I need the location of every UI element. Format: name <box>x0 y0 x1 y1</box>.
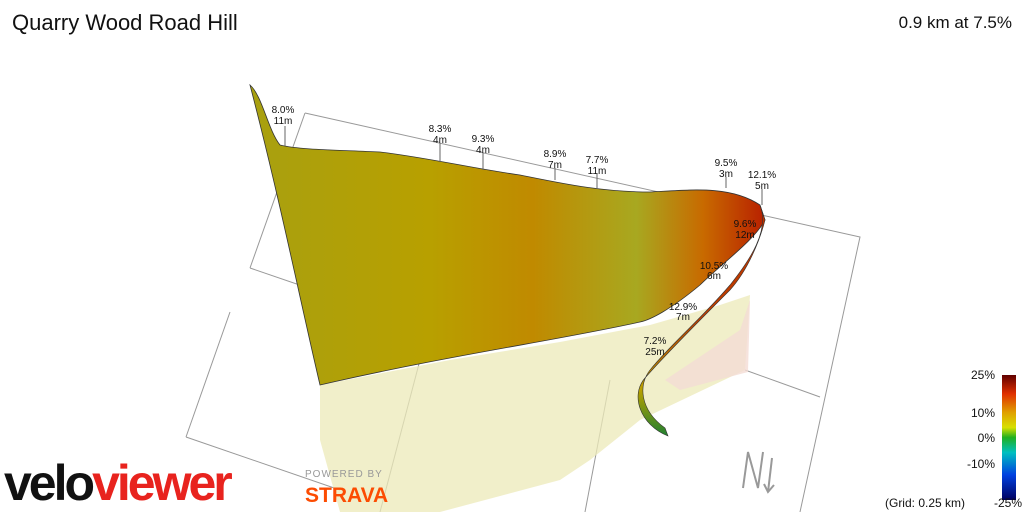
annotations <box>284 126 763 205</box>
annotation-grade: 12.9% <box>669 302 697 313</box>
annotation-grade: 8.0% <box>272 105 295 116</box>
annotation-length: 6m <box>707 271 721 282</box>
annotation-grade: 12.1% <box>748 170 776 181</box>
wall-shadow <box>320 295 750 512</box>
annotation-length: 3m <box>719 169 733 180</box>
logo: veloviewer <box>4 455 232 511</box>
annotation-length: 7m <box>676 312 690 323</box>
annotation-length: 11m <box>588 166 607 177</box>
annotation-length: 4m <box>433 135 447 146</box>
spiral-shadow <box>665 300 750 390</box>
annotation-grade: 8.3% <box>429 124 452 135</box>
annotation-length: 7m <box>548 160 562 171</box>
powered-by: POWERED BY <box>305 469 383 480</box>
grade-scale <box>1002 375 1016 500</box>
elevation-spiral <box>637 204 766 437</box>
title: Quarry Wood Road Hill <box>12 10 238 35</box>
annotation-grade: 10.5% <box>700 261 728 272</box>
annotation-length: 12m <box>735 230 754 241</box>
scale-label: -10% <box>967 457 995 471</box>
summary: 0.9 km at 7.5% <box>899 13 1012 32</box>
grid-note: (Grid: 0.25 km) <box>885 496 965 510</box>
annotation-length: 5m <box>755 181 769 192</box>
annotation-grade: 7.2% <box>644 336 667 347</box>
scale-label: -25% <box>994 496 1022 510</box>
scale-label: 25% <box>971 368 995 382</box>
annotation-grade: 9.6% <box>734 219 757 230</box>
logo-part: velo <box>4 455 94 511</box>
annotation-length: 11m <box>274 116 293 127</box>
north-arrow <box>742 451 775 494</box>
partner-logo: STRAVA <box>305 484 388 507</box>
annotation-grade: 8.9% <box>544 149 567 160</box>
annotation-grade: 9.5% <box>715 158 738 169</box>
annotation-length: 4m <box>476 145 490 156</box>
annotation-grade: 7.7% <box>586 155 609 166</box>
annotation-length: 25m <box>645 347 664 358</box>
annotation-grade: 9.3% <box>472 134 495 145</box>
logo-part: viewer <box>92 455 232 511</box>
scale-label: 10% <box>971 406 995 420</box>
scale-label: 0% <box>978 431 996 445</box>
